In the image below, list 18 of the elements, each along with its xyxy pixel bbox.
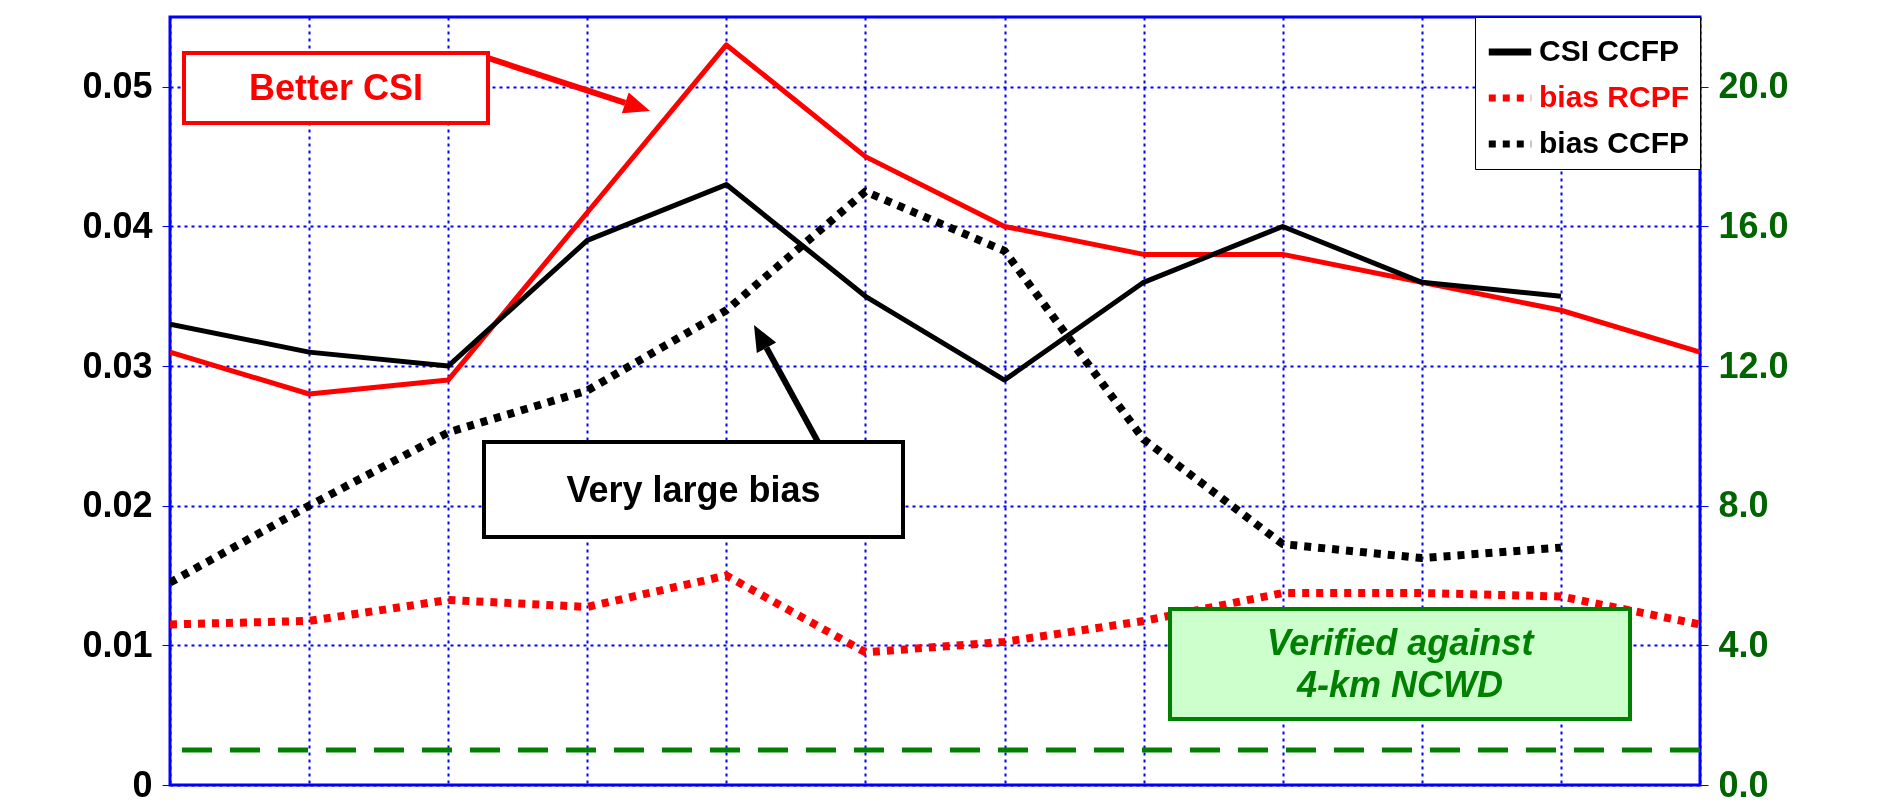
y2-tick-label: 8.0 bbox=[1718, 484, 1769, 526]
y2-tick-label: 0.0 bbox=[1718, 763, 1769, 805]
y-tick-label: 0.02 bbox=[82, 484, 153, 526]
y-tick-label: 0 bbox=[132, 763, 153, 805]
y-tick-label: 0.01 bbox=[82, 623, 153, 665]
y-tick-label: 0.05 bbox=[82, 65, 153, 107]
annotation: Better CSI bbox=[248, 67, 424, 108]
annotation: Verified against 4-km NCWD bbox=[1266, 622, 1536, 705]
y2-tick-label: 16.0 bbox=[1718, 204, 1789, 246]
y-tick-label: 0.03 bbox=[82, 344, 153, 386]
y-tick-label: 0.04 bbox=[82, 204, 153, 246]
y2-tick-label: 12.0 bbox=[1718, 344, 1789, 386]
annotation: Very large bias bbox=[566, 468, 821, 510]
legend-label: bias RCPF bbox=[1539, 80, 1690, 113]
y2-tick-label: 20.0 bbox=[1718, 65, 1789, 107]
legend-label: CSI CCFP bbox=[1539, 34, 1680, 67]
legend-label: bias CCFP bbox=[1539, 126, 1690, 159]
y2-tick-label: 4.0 bbox=[1718, 623, 1769, 665]
